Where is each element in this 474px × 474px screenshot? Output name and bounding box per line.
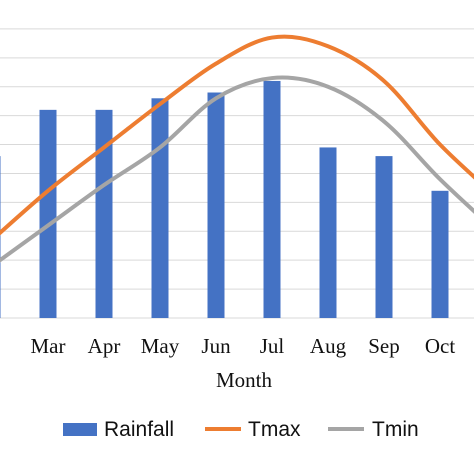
legend-swatch-rainfall bbox=[63, 423, 97, 436]
bar-rainfall-may bbox=[151, 98, 169, 318]
line-tmax bbox=[0, 34, 474, 236]
tick-label-mar: Mar bbox=[31, 334, 66, 358]
bar-rainfall-sep bbox=[375, 156, 393, 318]
bar-rainfall-feb bbox=[0, 156, 1, 318]
tick-label-oct: Oct bbox=[425, 334, 455, 358]
bar-rainfall-apr bbox=[95, 109, 113, 318]
bar-rainfall-mar bbox=[39, 109, 57, 318]
tick-label-jun: Jun bbox=[201, 334, 231, 358]
rainfall-bars bbox=[0, 80, 449, 318]
bar-rainfall-aug bbox=[319, 147, 337, 318]
tick-label-sep: Sep bbox=[368, 334, 400, 358]
legend-label-tmax: Tmax bbox=[248, 418, 301, 441]
tick-label-apr: Apr bbox=[88, 334, 121, 358]
bar-rainfall-jun bbox=[207, 92, 225, 318]
line-tmin bbox=[0, 75, 474, 263]
legend: Rainfall Tmax Tmin bbox=[63, 418, 419, 441]
bar-rainfall-oct bbox=[431, 190, 449, 318]
x-axis-title: Month bbox=[216, 368, 273, 392]
gridlines bbox=[0, 28, 474, 319]
tick-label-aug: Aug bbox=[310, 334, 347, 358]
tick-label-may: May bbox=[141, 334, 180, 358]
bar-rainfall-jul bbox=[263, 80, 281, 318]
tick-label-jul: Jul bbox=[260, 334, 285, 358]
legend-label-rainfall: Rainfall bbox=[104, 418, 174, 441]
legend-label-tmin: Tmin bbox=[372, 418, 419, 441]
temperature-lines bbox=[0, 34, 474, 263]
x-axis-tick-labels: bMarAprMayJunJulAugSepOct bbox=[31, 334, 456, 358]
